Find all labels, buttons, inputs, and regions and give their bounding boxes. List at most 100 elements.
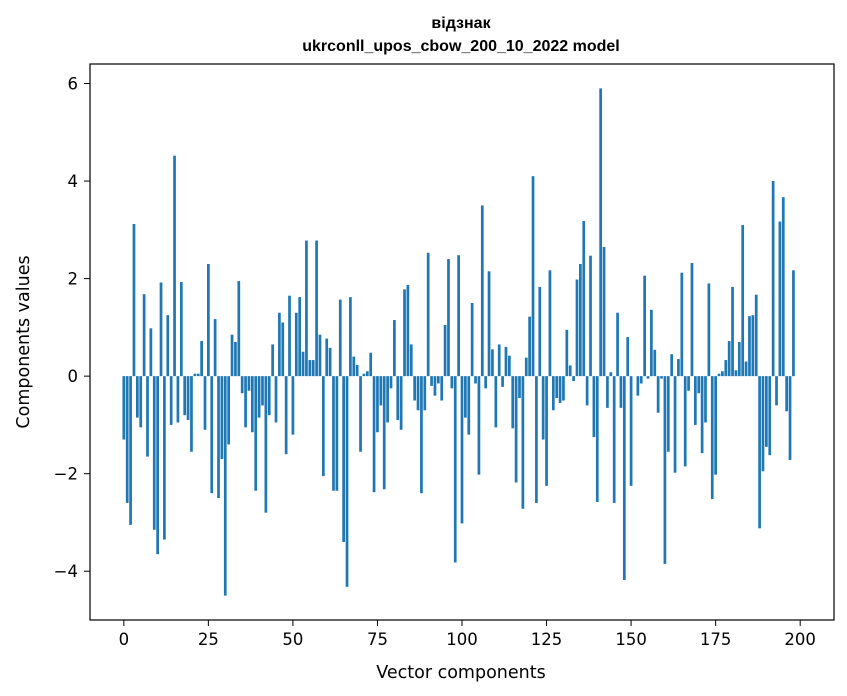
- bar-1: [125, 376, 129, 503]
- bar-159: [660, 376, 663, 379]
- y-tick-label: −2: [54, 465, 78, 484]
- bar-62: [332, 376, 335, 491]
- bar-31: [227, 376, 231, 445]
- bar-95: [443, 324, 447, 377]
- bar-49: [288, 295, 291, 377]
- bar-164: [677, 359, 680, 377]
- x-tick-label: 25: [198, 630, 219, 649]
- bar-136: [582, 221, 586, 377]
- bar-105: [477, 376, 481, 475]
- bar-86: [413, 376, 417, 401]
- bar-40: [257, 376, 261, 418]
- bar-132: [568, 365, 572, 377]
- bar-153: [639, 376, 643, 384]
- bar-157: [653, 349, 657, 377]
- bar-148: [622, 376, 626, 581]
- bar-172: [704, 376, 707, 423]
- bar-138: [589, 255, 592, 377]
- bar-165: [680, 272, 684, 377]
- bar-197: [788, 376, 792, 461]
- bar-12: [163, 376, 166, 540]
- bar-106: [480, 205, 484, 377]
- bar-108: [487, 271, 491, 377]
- bar-79: [389, 376, 393, 389]
- bar-170: [697, 376, 701, 394]
- bar-149: [626, 337, 630, 377]
- chart-subtitle: ukrconll_upos_cbow_200_10_2022 model: [302, 38, 619, 55]
- bar-38: [250, 376, 254, 433]
- bar-7: [146, 376, 149, 457]
- bar-113: [504, 346, 508, 377]
- bar-126: [548, 270, 552, 377]
- x-axis-label: Vector components: [376, 663, 545, 683]
- bar-32: [230, 334, 234, 377]
- bar-187: [754, 294, 758, 377]
- bar-127: [551, 376, 555, 411]
- bar-57: [315, 240, 318, 377]
- bar-99: [457, 255, 460, 377]
- bar-88: [420, 376, 423, 494]
- bar-77: [382, 376, 386, 490]
- bar-133: [572, 376, 575, 382]
- bar-143: [606, 376, 609, 408]
- bar-81: [396, 376, 400, 421]
- bar-19: [186, 376, 190, 421]
- y-axis-label: Components values: [14, 255, 34, 428]
- y-axis: −4 −2 0 2 4 6: [54, 75, 90, 581]
- bar-109: [491, 349, 494, 377]
- bar-154: [643, 275, 646, 377]
- bar-116: [514, 376, 518, 483]
- bar-8: [149, 328, 153, 377]
- bar-96: [447, 259, 450, 377]
- bar-123: [538, 286, 542, 377]
- bar-68: [352, 356, 356, 377]
- y-tick-label: 6: [68, 75, 79, 94]
- bar-115: [511, 376, 515, 429]
- bar-0: [122, 376, 126, 440]
- bar-84: [406, 284, 410, 377]
- bar-98: [453, 376, 457, 563]
- bar-175: [714, 376, 717, 475]
- bar-125: [545, 376, 548, 486]
- bar-150: [629, 376, 633, 486]
- bar-104: [474, 376, 477, 384]
- bar-155: [646, 376, 650, 379]
- bar-130: [562, 376, 565, 401]
- bar-112: [501, 376, 504, 387]
- bar-93: [436, 376, 440, 384]
- bar-83: [403, 289, 406, 377]
- chart-title: відзнак: [431, 15, 491, 32]
- bar-147: [619, 376, 623, 408]
- bar-191: [768, 376, 772, 456]
- bar-21: [193, 373, 197, 377]
- bar-66: [345, 376, 349, 587]
- x-tick-label: 50: [282, 630, 303, 649]
- bar-78: [386, 376, 389, 423]
- bar-178: [724, 360, 728, 377]
- bar-46: [278, 312, 281, 377]
- bar-85: [409, 344, 413, 377]
- bar-73: [369, 352, 373, 377]
- bar-23: [200, 341, 203, 377]
- bar-25: [207, 263, 210, 377]
- bar-193: [775, 376, 778, 406]
- bar-80: [393, 320, 396, 377]
- bar-122: [535, 376, 538, 503]
- bar-182: [737, 342, 741, 377]
- bar-90: [426, 252, 430, 377]
- bar-181: [734, 370, 738, 377]
- bar-5: [139, 376, 143, 428]
- bar-128: [555, 376, 559, 399]
- bar-37: [247, 376, 251, 391]
- bar-11: [159, 282, 163, 377]
- bar-102: [467, 376, 471, 435]
- bar-4: [135, 376, 139, 418]
- bar-162: [670, 354, 674, 377]
- bar-174: [710, 376, 714, 500]
- bar-118: [521, 376, 525, 509]
- x-tick-label: 0: [119, 630, 130, 649]
- bar-67: [349, 297, 352, 377]
- bar-158: [656, 376, 660, 413]
- bar-22: [196, 373, 200, 377]
